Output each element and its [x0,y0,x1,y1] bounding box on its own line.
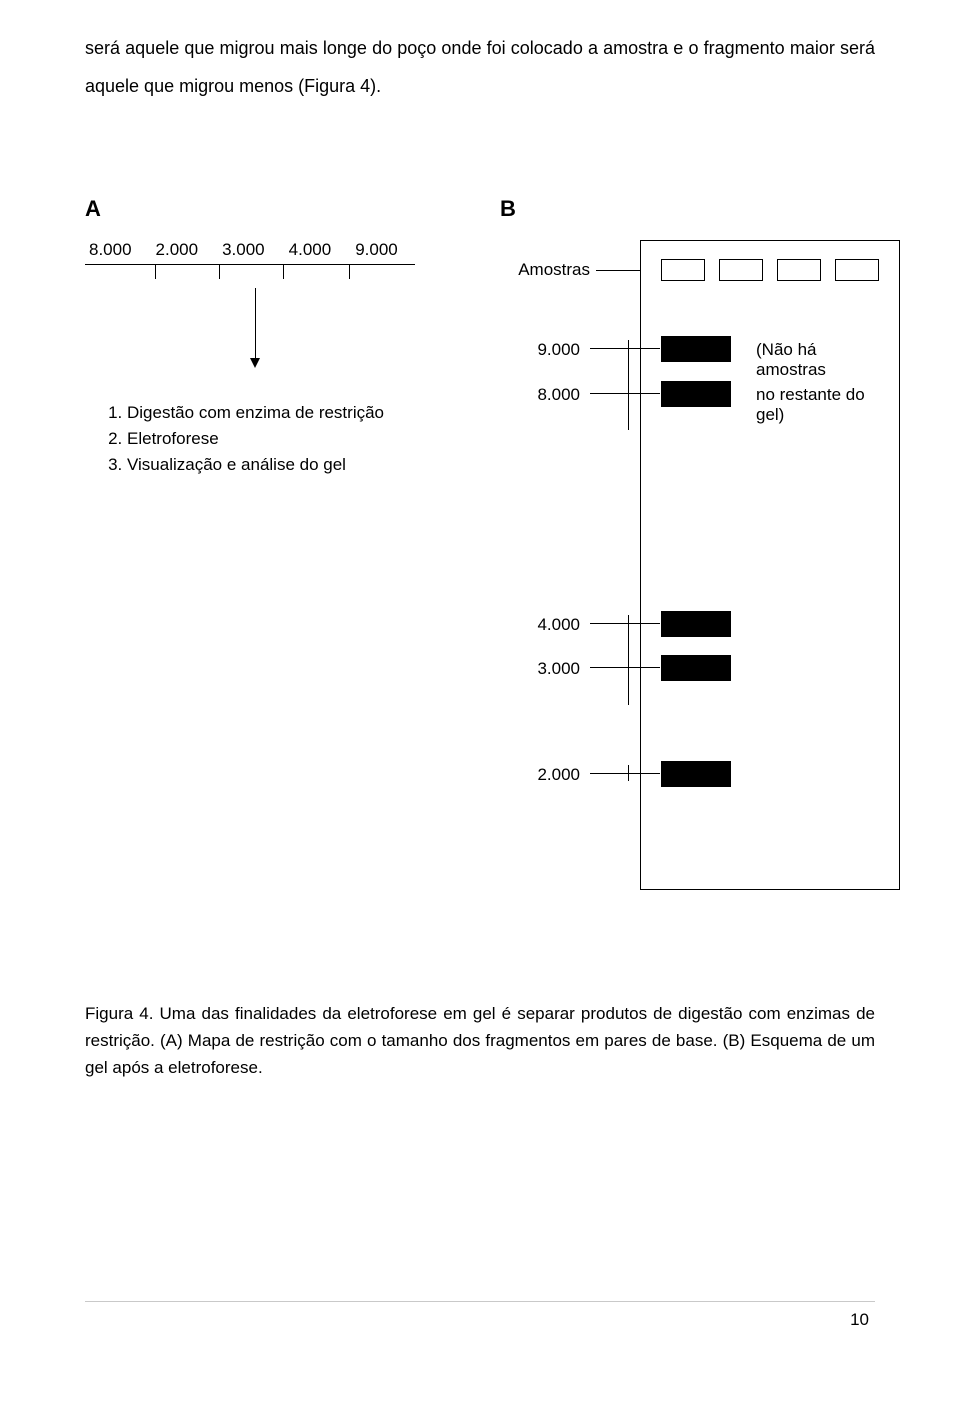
panel-a-steps: Digestão com enzima de restrição Eletrof… [85,400,460,479]
connector-tick [628,631,629,705]
figure-panels: A 8.000 2.000 3.000 4.000 9.000 [85,196,875,920]
connector-line [590,348,660,349]
gel-band [661,761,731,787]
restriction-map: 8.000 2.000 3.000 4.000 9.000 [85,240,460,366]
panel-a-label: A [85,196,460,222]
panel-b-label: B [500,196,875,222]
gel-band [661,655,731,681]
connector-line [590,623,660,624]
well [777,259,821,281]
panel-b: B Amostras [500,196,875,920]
gel-band [661,336,731,362]
connector-tick [628,340,629,356]
band-size-label: 8.000 [530,385,580,405]
band-size-label: 2.000 [530,765,580,785]
ruler-line [85,264,415,278]
gel-band [661,381,731,407]
footer: 10 [85,1301,875,1330]
ruler-value: 9.000 [355,240,398,260]
ruler-tick [219,265,220,279]
connector-tick [628,765,629,781]
connector-line [590,393,660,394]
gel-band [661,611,731,637]
list-item: Eletroforese [127,426,460,452]
intro-paragraph: será aquele que migrou mais longe do poç… [85,30,875,106]
well [719,259,763,281]
page: será aquele que migrou mais longe do poç… [0,0,960,1416]
gel-diagram: Amostras 9.000 [500,240,875,920]
band-size-label: 3.000 [530,659,580,679]
well [661,259,705,281]
list-item: Visualização e análise do gel [127,452,460,478]
gel-note: no restante do gel) [756,385,875,425]
band-size-label: 9.000 [530,340,580,360]
amostras-label: Amostras [510,260,590,280]
gel-note: (Não há amostras [756,340,875,380]
connector-line [590,667,660,668]
arrow-down-icon [255,288,256,366]
ruler-tick [349,265,350,279]
ruler-tick [283,265,284,279]
ruler-value: 4.000 [289,240,332,260]
ruler-value: 2.000 [156,240,199,260]
figure-caption: Figura 4. Uma das finalidades da eletrof… [85,1000,875,1082]
well [835,259,879,281]
gel-box [640,240,900,890]
ruler-value: 8.000 [89,240,132,260]
connector-line [590,773,660,774]
ruler-value: 3.000 [222,240,265,260]
connector-line [596,270,640,271]
connector-tick [628,356,629,430]
connector-tick [628,615,629,631]
wells-row [661,259,879,281]
ruler-values: 8.000 2.000 3.000 4.000 9.000 [85,240,460,260]
band-size-label: 4.000 [530,615,580,635]
page-number: 10 [85,1310,875,1330]
ruler-tick [155,265,156,279]
list-item: Digestão com enzima de restrição [127,400,460,426]
panel-a: A 8.000 2.000 3.000 4.000 9.000 [85,196,460,496]
